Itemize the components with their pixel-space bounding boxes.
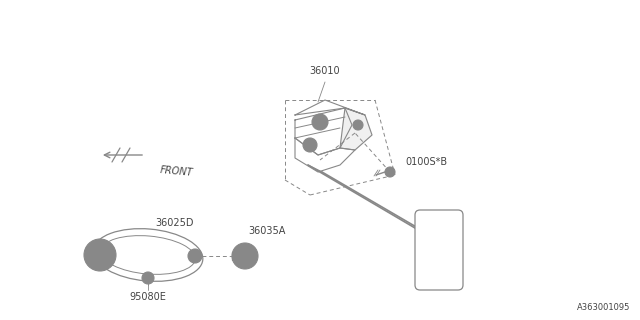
Circle shape [84, 239, 116, 271]
Text: 36025D: 36025D [156, 218, 195, 228]
Text: 36010: 36010 [310, 66, 340, 76]
Ellipse shape [93, 229, 203, 281]
Circle shape [142, 272, 154, 284]
Circle shape [188, 249, 202, 263]
Circle shape [303, 138, 317, 152]
Circle shape [316, 118, 324, 126]
Text: A363001095: A363001095 [577, 303, 630, 312]
Text: 95080E: 95080E [129, 292, 166, 302]
Circle shape [145, 276, 150, 281]
FancyBboxPatch shape [415, 210, 463, 290]
Circle shape [307, 142, 313, 148]
Polygon shape [295, 108, 352, 155]
Circle shape [192, 253, 198, 259]
Polygon shape [340, 108, 372, 150]
Polygon shape [295, 138, 355, 172]
Circle shape [239, 250, 251, 262]
Ellipse shape [100, 236, 195, 274]
Polygon shape [295, 100, 365, 115]
Circle shape [232, 243, 258, 269]
Text: 0100S*B: 0100S*B [405, 157, 447, 167]
Circle shape [385, 167, 395, 177]
Text: 36035A: 36035A [248, 226, 285, 236]
Text: FRONT: FRONT [160, 165, 194, 178]
Circle shape [353, 120, 363, 130]
Circle shape [97, 252, 103, 258]
Circle shape [312, 114, 328, 130]
Circle shape [92, 247, 108, 263]
